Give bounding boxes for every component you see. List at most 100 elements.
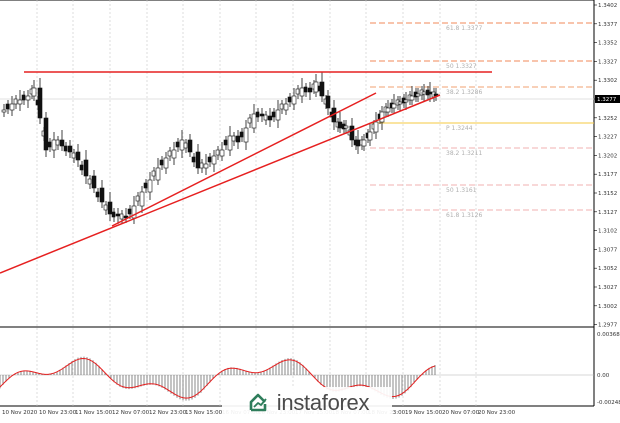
candle-body (21, 94, 26, 101)
candle-body (373, 121, 379, 133)
candle-body (63, 145, 68, 152)
candle-body (259, 113, 265, 117)
price-label: 1.3202 (598, 153, 617, 159)
candle-body (151, 170, 156, 177)
candle-body (55, 139, 60, 146)
price-label: 1.3327 (598, 59, 618, 65)
fib-level-label: 50 1.3161 (446, 187, 477, 194)
candle-body (287, 96, 292, 103)
candle-body (379, 111, 385, 123)
candle-body (247, 117, 252, 124)
trendlines[interactable] (0, 71, 492, 274)
candle-body (119, 213, 124, 220)
candle-body (25, 95, 31, 101)
price-axis: 1.3402 1.3377 1.3352 1.3327 1.3302 1.3277 1.32… (594, 3, 620, 329)
candle-body (95, 191, 100, 198)
candle-body (175, 141, 180, 148)
oscillator-panel: 0.00368 0.00 -0.00248 (0, 332, 620, 406)
watermark-text: instaforex (276, 390, 370, 415)
price-label: 1.3077 (598, 247, 618, 253)
candle-body (135, 195, 140, 202)
candle-body (123, 215, 129, 219)
date-label: 11 Nov 15:00 (75, 410, 113, 416)
grid-lines (0, 0, 595, 407)
candle-body (87, 178, 92, 185)
osc-label: -0.00248 (597, 400, 620, 406)
price-label: 1.3302 (598, 78, 617, 84)
price-label: 1.2977 (598, 323, 618, 329)
candle-body (167, 150, 172, 157)
candle-body (403, 99, 409, 103)
price-label: 1.3227 (598, 135, 618, 141)
candle-body (263, 114, 268, 121)
price-label: 1.3177 (598, 172, 618, 178)
candle-body (239, 131, 244, 138)
candle-body (31, 87, 37, 97)
candle-body (235, 135, 241, 143)
candle-body (227, 135, 233, 151)
price-label: 1.3152 (598, 191, 617, 197)
candle-body (5, 103, 10, 110)
date-label: 19 Nov 15:00 (405, 410, 443, 416)
candle-body (79, 164, 84, 171)
candle-body (223, 139, 228, 146)
candle-body (147, 179, 153, 193)
candle-body (343, 125, 349, 129)
candle-body (13, 98, 18, 105)
candle-body (67, 145, 73, 153)
fib-level-label: 61.8 1.3126 (446, 212, 482, 219)
candle-body (199, 162, 204, 169)
candle-body (211, 155, 217, 165)
support-trendline-long (0, 94, 441, 274)
watermark: instaforex (222, 387, 392, 419)
date-label: 13 Nov 15:00 (185, 410, 223, 416)
candle-body (279, 103, 284, 110)
candle-body (319, 81, 325, 97)
price-label: 1.3102 (598, 229, 617, 235)
date-label: 20 Nov 07:00 (442, 410, 480, 416)
candle-body (207, 156, 212, 163)
candle-body (195, 151, 201, 169)
candle-body (187, 139, 193, 153)
candle-body (275, 109, 281, 121)
date-label: 12 Nov 07:00 (112, 410, 150, 416)
candle-body (397, 101, 403, 105)
candle-body (219, 149, 225, 157)
candle-body (299, 87, 305, 97)
date-label: 20 Nov 23:00 (478, 410, 516, 416)
candle-body (421, 91, 427, 95)
candle-body (51, 139, 57, 151)
candle-body (139, 191, 145, 207)
price-label: 1.3252 (598, 116, 617, 122)
candle-body (215, 149, 220, 156)
candle-body (71, 152, 76, 159)
price-label: 1.3402 (598, 3, 617, 9)
price-label: 1.3027 (598, 285, 618, 291)
candle-body (283, 103, 289, 111)
fib-level-label: 38.2 1.3286 (446, 89, 482, 96)
candle-body (127, 208, 132, 215)
fib-level-label: 50 1.3327 (446, 63, 477, 70)
price-label: 1.3127 (598, 210, 618, 216)
candle-body (159, 159, 164, 166)
candle-body (367, 131, 373, 141)
candle-body (91, 175, 97, 189)
candle-body (243, 127, 249, 143)
candle-body (427, 91, 433, 95)
candle-body (415, 93, 421, 97)
candle-body (295, 88, 300, 95)
candle-body (203, 163, 209, 169)
osc-signal-line (0, 357, 436, 399)
candle-body (409, 95, 415, 101)
candle-body (1, 109, 7, 113)
candle-body (313, 81, 319, 93)
current-price-box (595, 95, 620, 103)
candle-body (307, 87, 313, 93)
candle-body (143, 182, 148, 189)
candle-body (303, 86, 308, 93)
candle-body (9, 103, 15, 111)
instaforex-logo-icon (249, 393, 267, 412)
osc-label: 0.00368 (597, 332, 620, 338)
